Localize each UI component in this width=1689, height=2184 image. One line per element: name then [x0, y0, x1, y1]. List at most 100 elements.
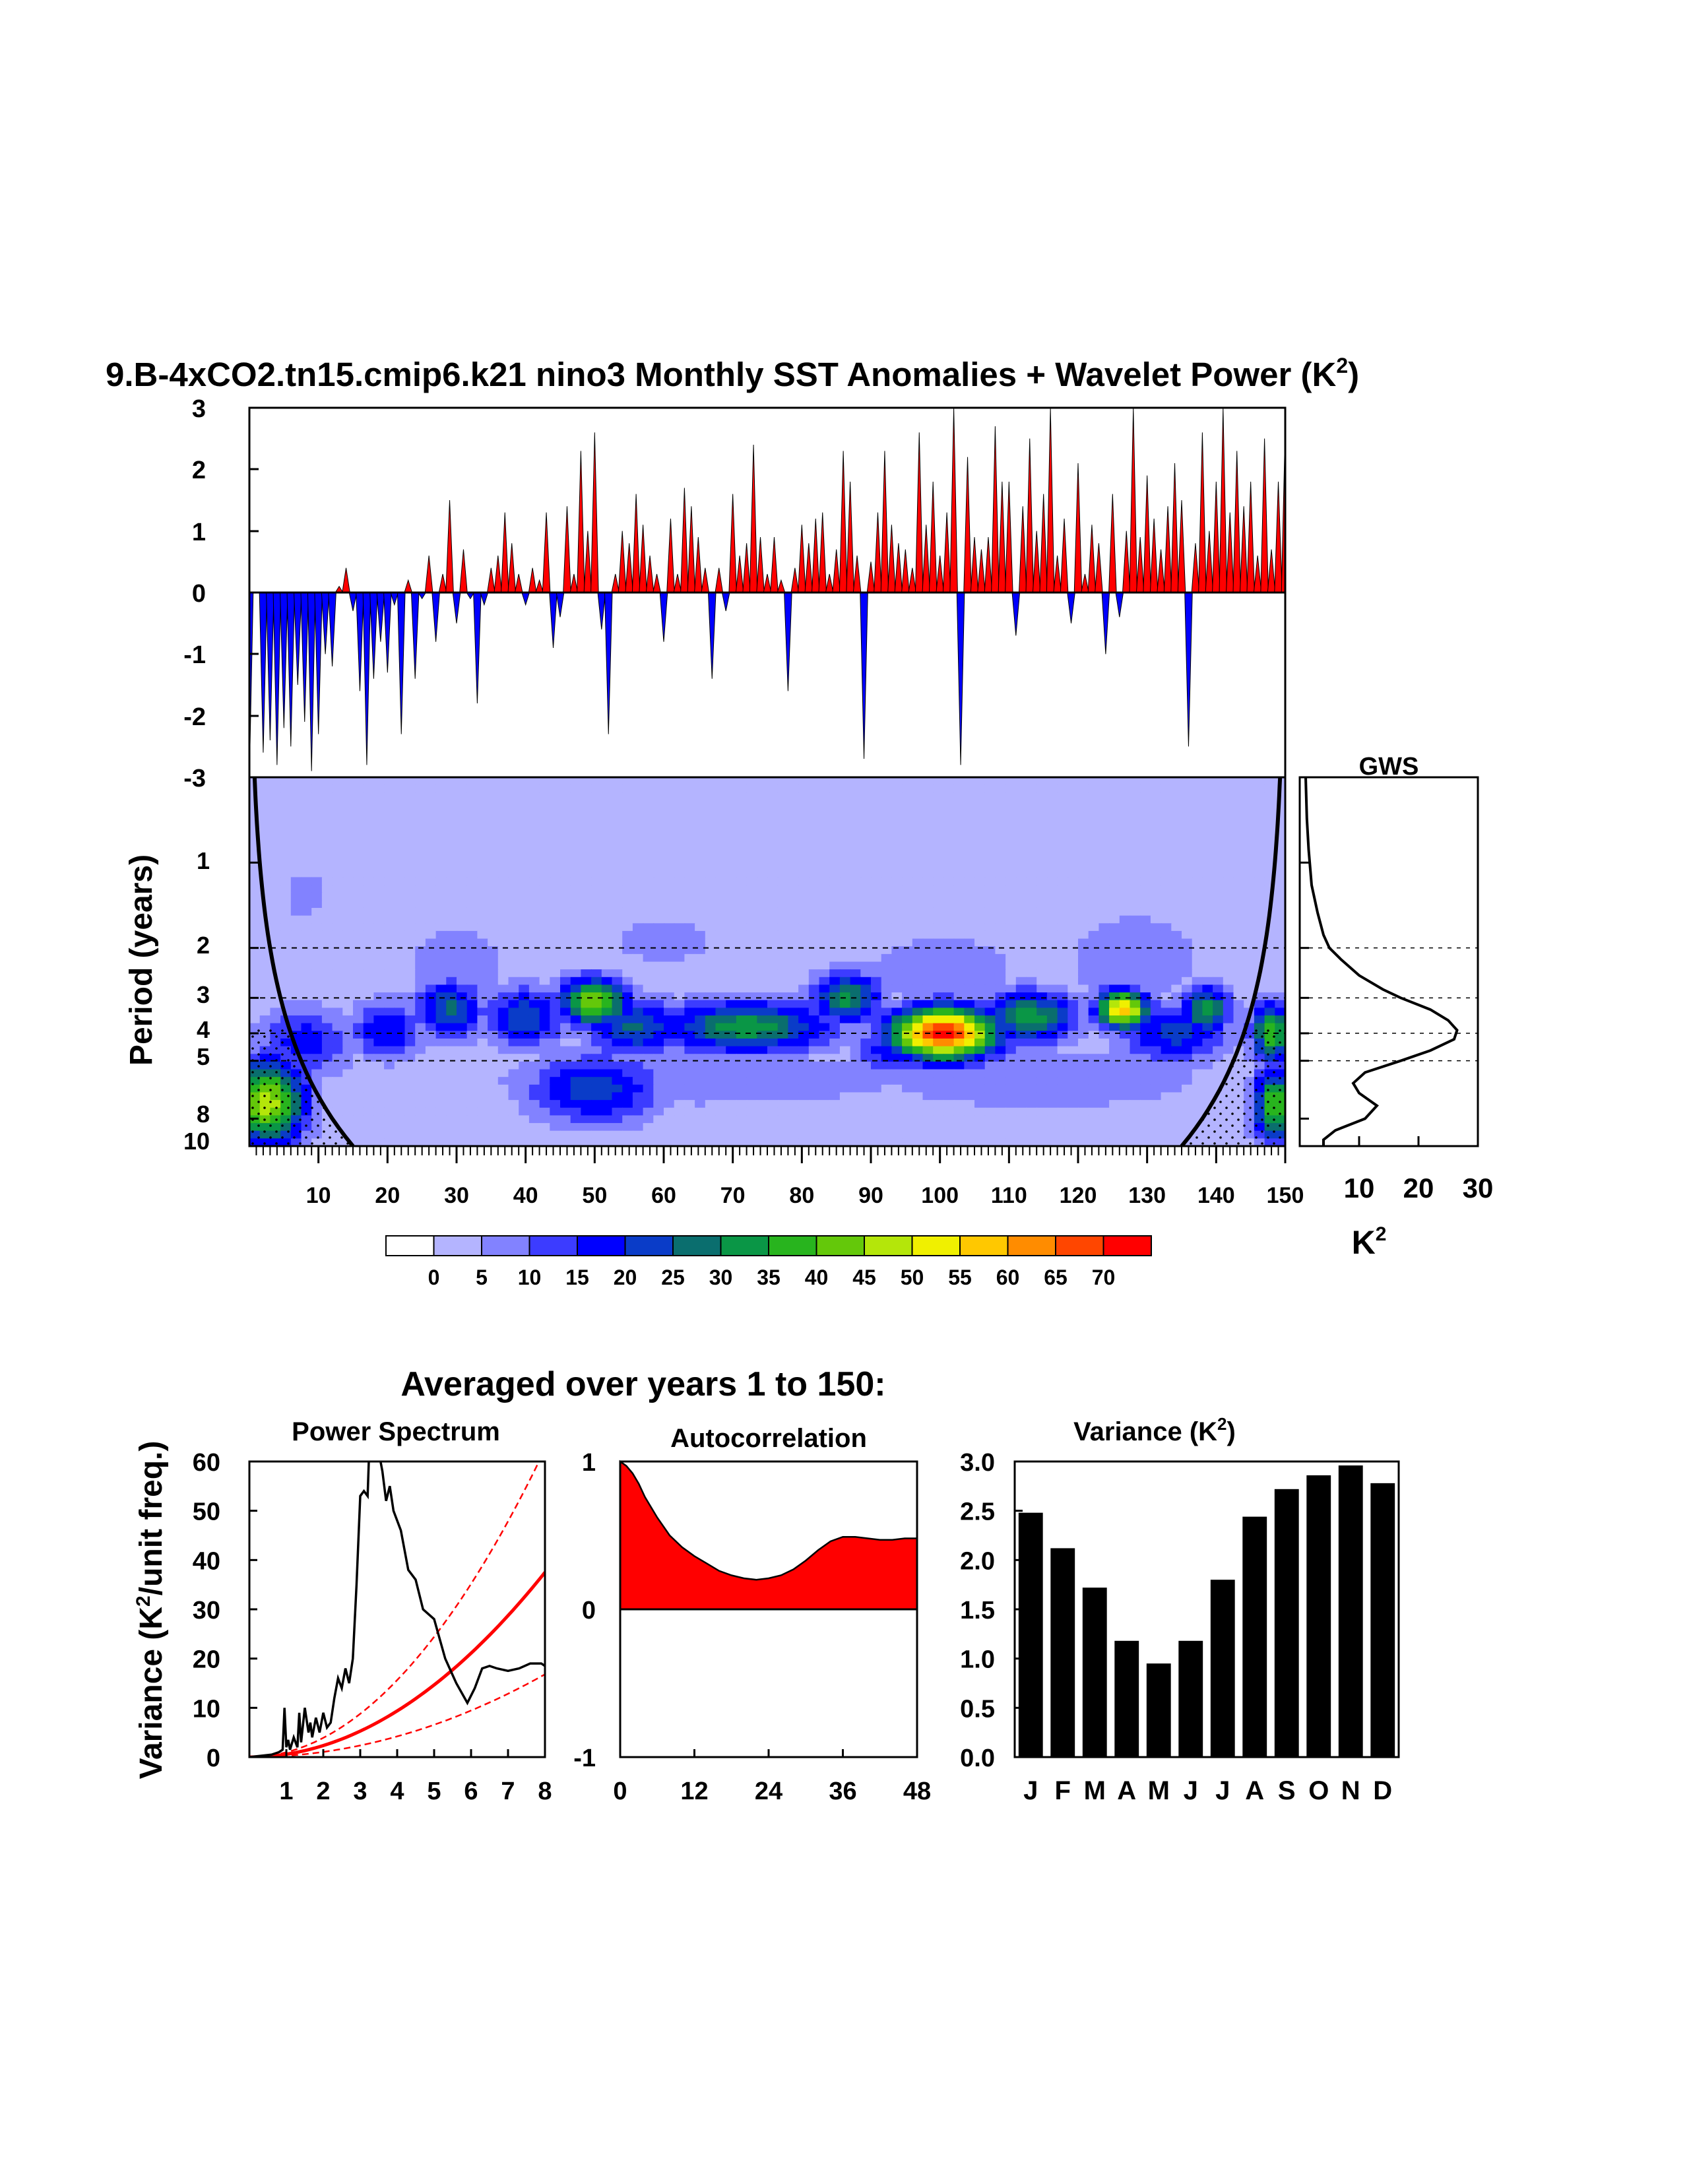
- wavelet-cell: [1005, 1023, 1017, 1032]
- wavelet-cell: [964, 1008, 975, 1016]
- wavelet-cell: [736, 1023, 748, 1032]
- wavelet-cell: [384, 1123, 395, 1132]
- wavelet-cell: [249, 977, 261, 986]
- wavelet-cell: [664, 846, 675, 855]
- wavelet-cell: [767, 831, 779, 839]
- wavelet-cell: [922, 923, 934, 932]
- wavelet-cell: [912, 1031, 924, 1039]
- wavelet-cell: [342, 823, 354, 832]
- wavelet-cell: [1078, 862, 1089, 870]
- wavelet-cell: [674, 1123, 685, 1132]
- warm-anomaly-mark: [1212, 481, 1221, 593]
- wavelet-cell: [332, 1046, 344, 1055]
- wavelet-cell: [798, 877, 810, 885]
- wavelet-cell: [497, 961, 509, 970]
- wavelet-cell: [953, 977, 965, 986]
- wavelet-cell: [1088, 831, 1100, 839]
- warm-anomaly-mark: [1108, 494, 1117, 593]
- wavelet-cell: [1275, 854, 1285, 862]
- wavelet-cell: [891, 1077, 903, 1085]
- wavelet-cell: [891, 808, 903, 817]
- wavelet-cell: [425, 823, 437, 832]
- wavelet-cell: [528, 969, 540, 978]
- wavelet-cell: [726, 1000, 737, 1009]
- wavelet-cell: [1213, 915, 1224, 924]
- wavelet-cell: [394, 785, 406, 794]
- wavelet-cell: [736, 792, 748, 801]
- wavelet-cell: [1213, 792, 1224, 801]
- wavelet-cell: [1088, 907, 1100, 916]
- wavelet-cell: [1213, 1046, 1224, 1055]
- wavelet-cell: [622, 930, 633, 940]
- wavelet-cell: [1130, 977, 1141, 986]
- warm-anomaly-mark: [1005, 481, 1013, 593]
- wavelet-cell: [829, 969, 841, 978]
- wavelet-cell: [404, 777, 416, 786]
- wavelet-cell: [1026, 984, 1037, 993]
- wavelet-cell: [477, 900, 488, 909]
- wavelet-cell: [570, 961, 582, 970]
- wavelet-cell: [726, 1092, 737, 1101]
- wavelet-cell: [643, 938, 654, 947]
- wavelet-cell: [1254, 923, 1265, 932]
- wavelet-cell: [829, 854, 841, 862]
- wavelet-cell: [1213, 1077, 1224, 1085]
- wavelet-cell: [1233, 892, 1244, 901]
- wavelet-cell: [943, 1092, 955, 1101]
- wavelet-cell: [519, 915, 530, 924]
- wavelet-cell: [767, 907, 779, 916]
- wavelet-cell: [943, 1008, 955, 1016]
- wavelet-cell: [736, 930, 748, 940]
- wavelet-cell: [912, 977, 924, 986]
- wavelet-cell: [259, 785, 271, 794]
- wavelet-cell: [519, 938, 530, 947]
- wavelet-cell: [715, 1015, 726, 1024]
- wavelet-cell: [384, 846, 395, 855]
- cold-anomaly-mark: [410, 592, 420, 679]
- wavelet-cell: [1130, 1115, 1141, 1124]
- wavelet-cell: [757, 892, 768, 901]
- wavelet-cell: [342, 969, 354, 978]
- wavelet-cell: [384, 816, 395, 824]
- wavelet-cell: [1213, 854, 1224, 862]
- wavelet-cell: [394, 816, 406, 824]
- wavelet-cell: [746, 1046, 758, 1055]
- wavelet-cell: [643, 885, 654, 893]
- wavelet-cell: [591, 953, 602, 963]
- wavelet-cell: [570, 823, 582, 832]
- wavelet-cell: [1057, 1000, 1069, 1009]
- wavelet-cell: [550, 1008, 561, 1016]
- wavelet-cell: [912, 846, 924, 855]
- wavelet-cell: [829, 977, 841, 986]
- wavelet-cell: [550, 808, 561, 817]
- wavelet-cell: [394, 969, 406, 978]
- wavelet-cell: [1119, 1038, 1131, 1047]
- wavelet-cell: [446, 1130, 457, 1140]
- wavelet-cell: [1036, 823, 1048, 832]
- wavelet-cell: [457, 831, 468, 839]
- wavelet-cell: [457, 785, 468, 794]
- wavelet-cell: [746, 885, 758, 893]
- wavelet-cell: [1130, 1023, 1141, 1032]
- wavelet-cell: [363, 923, 375, 932]
- wavelet-cell: [664, 1100, 675, 1108]
- wavelet-cell: [902, 1008, 913, 1016]
- wavelet-cell: [1036, 800, 1048, 809]
- wavelet-cell: [373, 1054, 385, 1062]
- wavelet-cell: [622, 846, 633, 855]
- wavelet-cell: [1140, 1008, 1151, 1016]
- wavelet-cell: [643, 1061, 654, 1070]
- wavelet-cell: [1130, 953, 1141, 963]
- wavelet-cell: [1099, 777, 1110, 786]
- wavelet-cell: [1078, 792, 1089, 801]
- wavelet-cell: [373, 854, 385, 862]
- wavelet-cell: [1109, 1061, 1120, 1070]
- wavelet-cell: [581, 907, 592, 916]
- wavelet-cell: [1130, 907, 1141, 916]
- wavelet-cell: [819, 777, 830, 786]
- wavelet-cell: [808, 1046, 820, 1055]
- wavelet-cell: [321, 953, 333, 963]
- wavelet-cell: [435, 1038, 447, 1047]
- wavelet-cell: [1202, 1023, 1213, 1032]
- wavelet-cell: [560, 977, 571, 986]
